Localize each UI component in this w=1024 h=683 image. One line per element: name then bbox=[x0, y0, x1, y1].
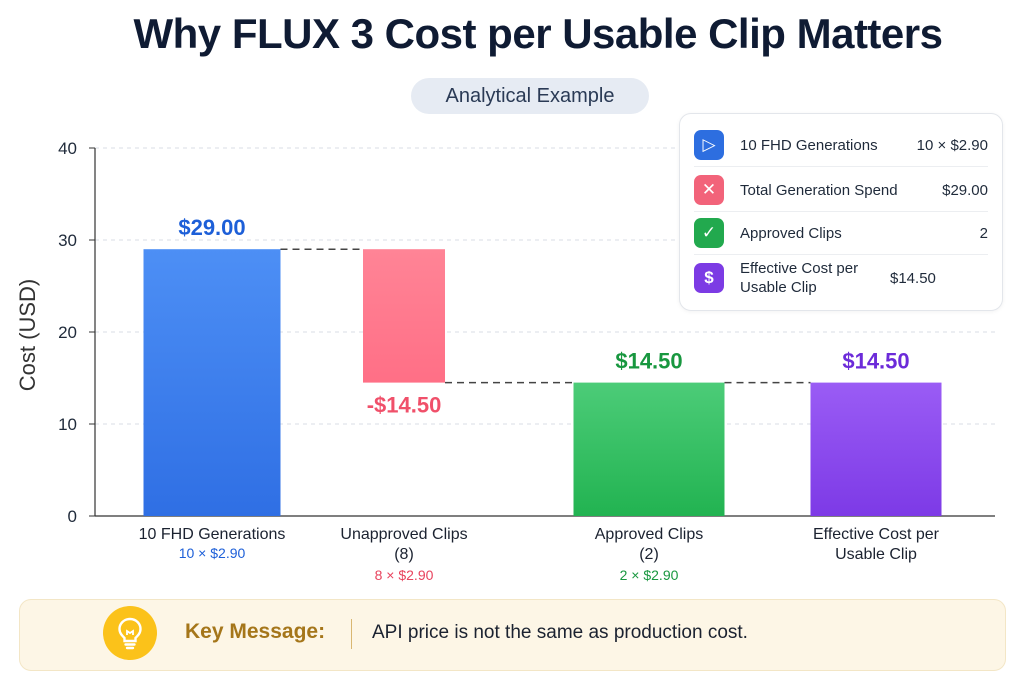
y-tick-label: 10 bbox=[58, 415, 77, 434]
axis-layer: 0 10 20 30 40 Cost (USD) bbox=[15, 139, 995, 526]
key-message-bar bbox=[19, 599, 1006, 671]
x-tick-label: 10 FHD Generations bbox=[139, 526, 286, 543]
x-tick-label: Approved Clips bbox=[595, 526, 704, 543]
y-axis-title: Cost (USD) bbox=[15, 279, 40, 391]
y-tick-label: 0 bbox=[68, 507, 77, 526]
bar-3 bbox=[810, 382, 942, 516]
x-tick-sublabel: 8 × $2.90 bbox=[375, 567, 434, 583]
x-tick-sublabel: 10 × $2.90 bbox=[179, 545, 246, 561]
legend-row-generations: ▷ 10 FHD Generations 10 × $2.90 bbox=[694, 124, 988, 167]
legend-label: 10 FHD Generations bbox=[740, 136, 878, 154]
bar-1 bbox=[363, 249, 445, 383]
grid-layer bbox=[95, 147, 995, 425]
divider bbox=[351, 619, 352, 649]
summary-legend: ▷ 10 FHD Generations 10 × $2.90 ✕ Total … bbox=[679, 113, 1003, 311]
dollar-icon: $ bbox=[694, 263, 724, 293]
legend-row-approved: ✓ Approved Clips 2 bbox=[694, 212, 988, 255]
lightbulb-icon bbox=[103, 606, 157, 660]
legend-label: Total Generation Spend bbox=[740, 181, 898, 199]
label-layer: $29.00 10 FHD Generations 10 × $2.90 -$14.5… bbox=[139, 215, 940, 583]
legend-label: Approved Clips bbox=[740, 224, 842, 242]
legend-row-effective-cost: $ Effective Cost per Usable Clip $14.50 bbox=[694, 257, 988, 299]
waterfall-chart: 0 10 20 30 40 Cost (USD) $29.00 10 FHD Generat… bbox=[15, 139, 995, 583]
legend-label: Effective Cost per Usable Clip bbox=[740, 260, 859, 296]
key-message-label: Key Message: bbox=[185, 620, 326, 643]
data-label: $29.00 bbox=[178, 215, 245, 240]
key-message-text: API price is not the same as production … bbox=[372, 622, 748, 643]
data-label: $14.50 bbox=[615, 349, 682, 374]
x-tick-label: Effective Cost per bbox=[813, 526, 940, 543]
legend-value: $29.00 bbox=[942, 181, 988, 199]
x-tick-label: (8) bbox=[394, 546, 414, 563]
subtitle-badge: Analytical Example bbox=[411, 78, 649, 114]
legend-value: $14.50 bbox=[890, 269, 936, 287]
y-tick-label: 30 bbox=[58, 231, 77, 250]
check-icon: ✓ bbox=[694, 218, 724, 248]
play-icon: ▷ bbox=[694, 130, 724, 160]
page-title: Why FLUX 3 Cost per Usable Clip Matters bbox=[133, 10, 943, 57]
x-tick-label: Usable Clip bbox=[835, 546, 917, 563]
close-icon: ✕ bbox=[694, 175, 724, 205]
legend-value: 10 × $2.90 bbox=[916, 136, 988, 154]
x-tick-sublabel: 2 × $2.90 bbox=[620, 567, 679, 583]
data-label: $14.50 bbox=[842, 349, 909, 374]
bar-2 bbox=[573, 382, 725, 516]
connector-layer bbox=[280, 248, 811, 384]
y-tick-label: 20 bbox=[58, 323, 77, 342]
legend-row-total-spend: ✕ Total Generation Spend $29.00 bbox=[694, 169, 988, 212]
legend-value: 2 bbox=[979, 224, 988, 242]
data-label: -$14.50 bbox=[367, 393, 442, 418]
bar-layer bbox=[143, 249, 942, 516]
x-tick-label: Unapproved Clips bbox=[340, 526, 467, 543]
bar-0 bbox=[143, 249, 281, 516]
y-tick-label: 40 bbox=[58, 139, 77, 158]
x-tick-label: (2) bbox=[639, 546, 659, 563]
